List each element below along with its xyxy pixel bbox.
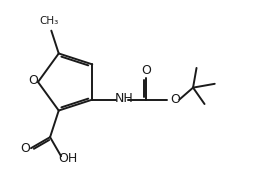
Text: OH: OH bbox=[58, 152, 78, 165]
Text: O: O bbox=[20, 142, 30, 155]
Text: O: O bbox=[141, 64, 151, 77]
Text: NH: NH bbox=[115, 92, 134, 105]
Text: O: O bbox=[170, 93, 180, 106]
Text: O: O bbox=[28, 75, 38, 88]
Text: CH₃: CH₃ bbox=[39, 16, 59, 26]
